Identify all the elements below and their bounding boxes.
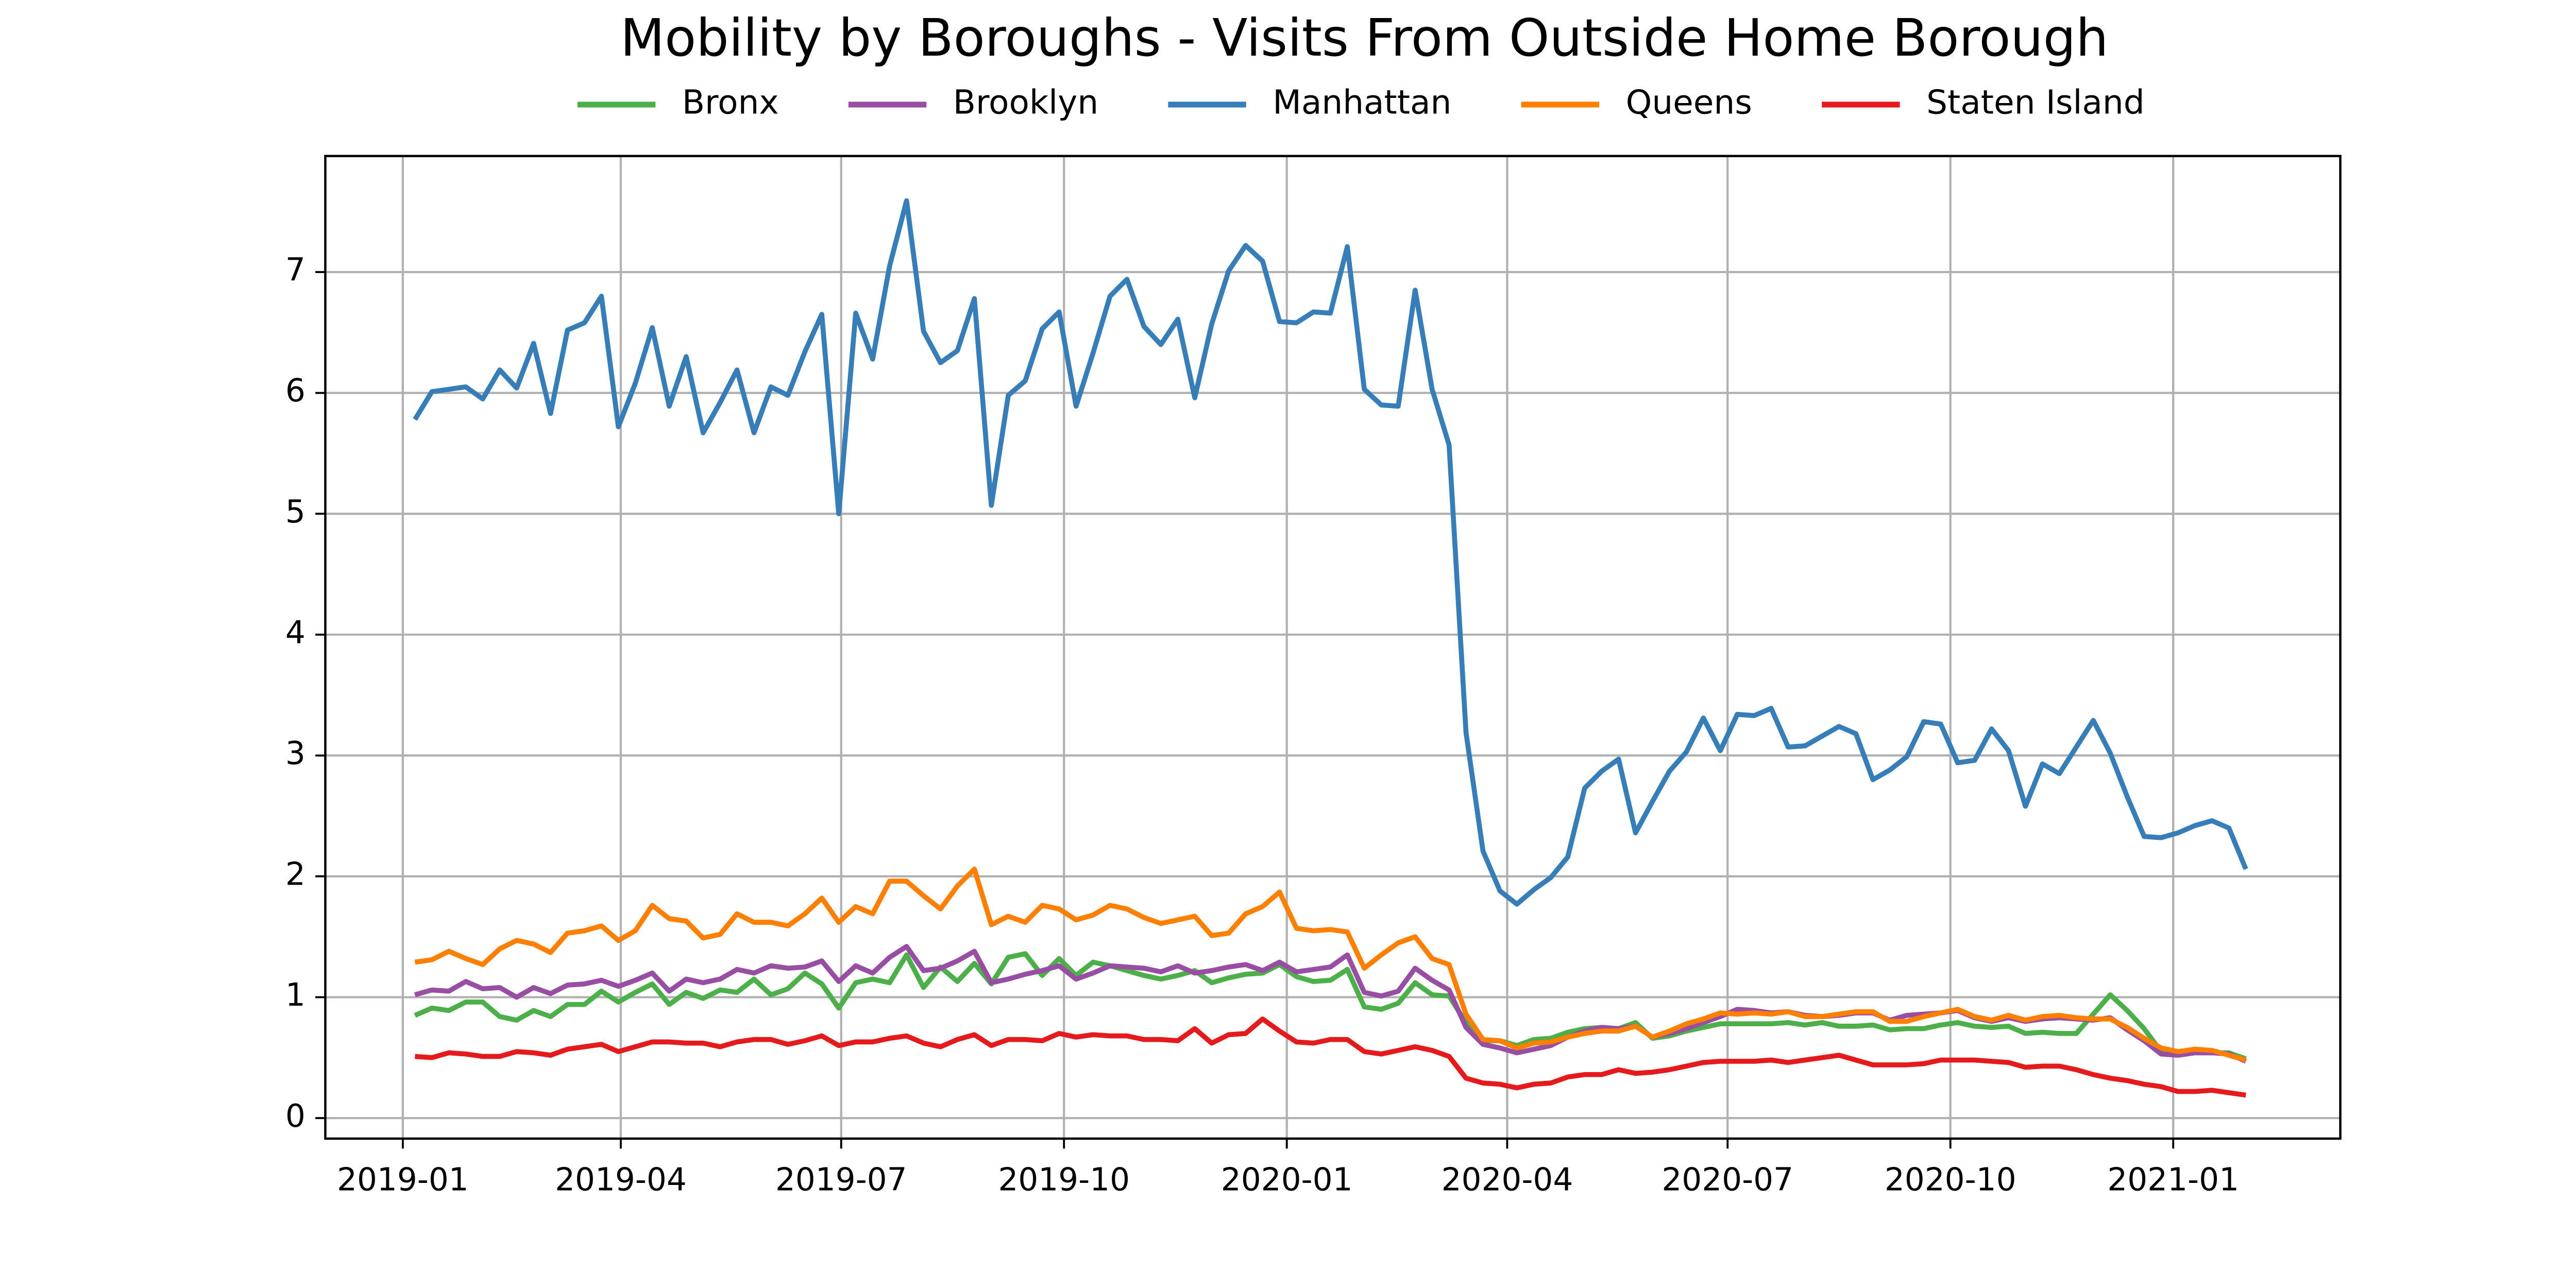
y-tick-label: 2	[285, 856, 306, 893]
legend-label: Manhattan	[1273, 83, 1451, 122]
series-line	[414, 867, 2247, 1063]
legend-label: Bronx	[682, 83, 779, 122]
series-line	[413, 198, 2248, 907]
x-tick-label: 2019-10	[998, 1161, 1130, 1198]
y-tick-label: 4	[285, 614, 306, 651]
x-tick-label: 2019-07	[775, 1161, 907, 1198]
y-tick-label: 0	[285, 1098, 306, 1134]
chart-title: Mobility by Boroughs - Visits From Outsi…	[620, 8, 2108, 68]
y-tick-label: 6	[285, 372, 306, 409]
plot-frame	[324, 155, 2342, 1140]
series-line	[415, 1016, 2246, 1098]
y-tick-label: 5	[285, 494, 306, 530]
y-tick-label: 7	[285, 252, 306, 289]
legend-label: Queens	[1626, 83, 1752, 122]
x-tick-label: 2019-04	[555, 1161, 687, 1198]
x-tick-label: 2021-01	[2107, 1161, 2239, 1198]
series-line	[414, 951, 2247, 1061]
legend-label: Staten Island	[1926, 83, 2144, 122]
x-tick-label: 2020-07	[1662, 1161, 1793, 1198]
x-tick-label: 2020-01	[1221, 1161, 1353, 1198]
y-tick-label: 3	[285, 735, 306, 772]
x-tick-label: 2019-01	[337, 1161, 469, 1198]
y-tick-label: 1	[285, 977, 306, 1013]
legend-label: Brooklyn	[953, 83, 1098, 122]
x-tick-label: 2020-10	[1885, 1161, 2016, 1198]
legend: Bronx Brooklyn Manhattan Queens Staten Islan…	[577, 83, 2145, 122]
x-tick-label: 2020-04	[1442, 1161, 1573, 1198]
